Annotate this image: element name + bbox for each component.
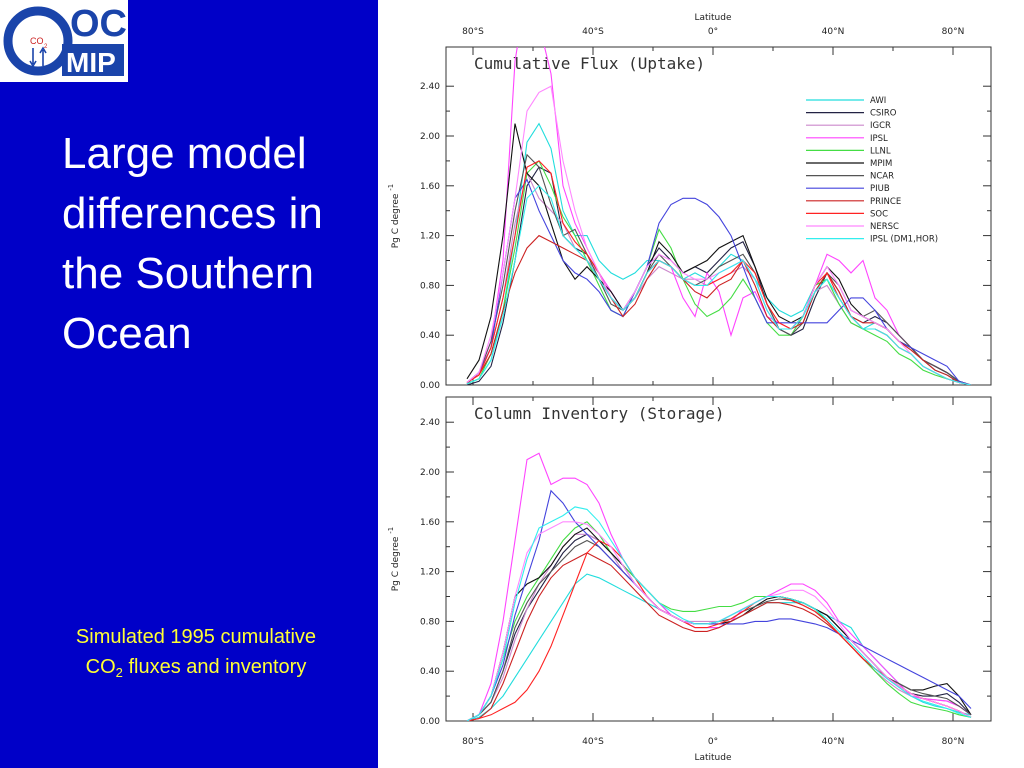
- y-tick-label: 0.00: [420, 717, 440, 727]
- y-axis-label: Pg C degree -1: [387, 184, 401, 249]
- x-tick-label-bottom: 40°S: [582, 737, 604, 747]
- chart-title: Cumulative Flux (Uptake): [474, 54, 705, 73]
- series-line-awi: [466, 122, 972, 385]
- y-tick-label: 0.80: [420, 617, 440, 627]
- y-tick-label: 2.40: [420, 82, 440, 92]
- headline-line-1: Large model: [62, 129, 307, 178]
- legend-label: IPSL (DM1,HOR): [870, 235, 938, 245]
- y-tick-label: 0.80: [420, 281, 440, 291]
- logo-big-letters: OC: [70, 3, 127, 45]
- logo-co2-sub: 2: [44, 44, 48, 50]
- y-tick-label: 0.40: [420, 331, 440, 341]
- y-tick-label: 1.60: [420, 182, 440, 192]
- caption-line-2-rest: fluxes and inventory: [122, 656, 307, 678]
- series-group: [466, 452, 972, 721]
- chart-area: 0.00 0.40 0.80 1.20 1.60 2.00 2.40 80°S 40°S 0° 40…: [378, 0, 1024, 768]
- chart-panel-2: 0.00 0.40 0.80 1.20 1.60 2.00 2.40 80°S 40°S 0° 40…: [387, 396, 992, 763]
- series-line-awi: [466, 573, 972, 721]
- x-tick-label-bottom: 0°: [708, 737, 718, 747]
- legend-label: CSIRO: [870, 109, 897, 119]
- charts-svg: 0.00 0.40 0.80 1.20 1.60 2.00 2.40 80°S 40°S 0° 40…: [387, 13, 992, 763]
- caption: Simulated 1995 cumulative CO2 fluxes and…: [20, 622, 372, 682]
- caption-line-1: Simulated 1995 cumulative: [75, 626, 317, 648]
- x-tick-label-top: 40°S: [582, 27, 604, 37]
- plot-frame: [445, 46, 992, 386]
- series-line-ipsl-dm1-hor-: [466, 506, 972, 721]
- x-tick-label-bottom: 40°N: [822, 737, 845, 747]
- y-axis-label-sup: -1: [387, 184, 395, 191]
- legend-label: LLNL: [870, 146, 891, 156]
- headline-line-4: Ocean: [62, 309, 192, 358]
- chart-panel-1: 0.00 0.40 0.80 1.20 1.60 2.00 2.40 80°S 40°S 0° 40…: [387, 13, 992, 391]
- logo-co2: CO: [30, 36, 44, 46]
- y-tick-label: 0.00: [420, 381, 440, 391]
- ocmip-logo: OC MIP CO 2: [0, 0, 128, 82]
- x-tick-label-bottom: 80°N: [942, 737, 965, 747]
- caption-co2: CO: [85, 656, 116, 678]
- series-line-ipsl: [466, 47, 972, 385]
- legend-label: PRINCE: [870, 197, 901, 207]
- x-axis-label-bottom: Latitude: [694, 753, 732, 763]
- series-line-llnl: [466, 159, 972, 385]
- y-tick-label: 2.00: [420, 132, 440, 142]
- x-axis-label-top: Latitude: [694, 13, 732, 23]
- series-line-ipsl: [466, 452, 972, 721]
- series-line-mpim: [466, 527, 972, 721]
- ocmip-logo-graphic: OC MIP CO 2: [3, 3, 127, 78]
- y-axis-label-sup: -1: [387, 527, 395, 534]
- legend-label: NCAR: [870, 172, 894, 182]
- x-tick-label-top: 0°: [708, 27, 718, 37]
- x-tick-label-bottom: 80°S: [462, 737, 484, 747]
- legend-label: NERSC: [870, 222, 899, 232]
- plot-frame: [445, 396, 992, 722]
- caption-line-2: CO2 fluxes and inventory: [20, 652, 372, 682]
- legend-label: IGCR: [870, 121, 891, 131]
- headline: Large model differences in the Southern …: [62, 124, 372, 364]
- x-tick-label-top: 80°S: [462, 27, 484, 37]
- series-line-ncar: [466, 539, 972, 721]
- series-line-ipsl-dm1-hor-: [466, 185, 972, 385]
- series-line-llnl: [466, 521, 972, 721]
- y-tick-label: 1.60: [420, 518, 440, 528]
- logo-sub-letters: MIP: [66, 47, 116, 78]
- y-tick-label: 1.20: [420, 568, 440, 578]
- legend-label: IPSL: [870, 134, 888, 144]
- caption-co2-sub: 2: [115, 665, 123, 680]
- chart-title: Column Inventory (Storage): [474, 404, 724, 423]
- legend-label: MPIM: [870, 159, 892, 169]
- y-tick-label: 2.40: [420, 418, 440, 428]
- x-tick-label-top: 80°N: [942, 27, 965, 37]
- x-tick-label-top: 40°N: [822, 27, 845, 37]
- left-panel: OC MIP CO 2 Large model differences in t…: [0, 0, 378, 768]
- y-tick-label: 0.40: [420, 667, 440, 677]
- y-axis-label: Pg C degree -1: [387, 527, 401, 592]
- series-line-piub: [466, 178, 972, 385]
- legend-label: AWI: [870, 96, 886, 106]
- series-line-soc: [466, 539, 972, 721]
- series-line-piub: [466, 489, 972, 721]
- y-tick-label: 1.20: [420, 232, 440, 242]
- legend-label: SOC: [870, 209, 888, 219]
- y-tick-label: 2.00: [420, 468, 440, 478]
- headline-line-2: differences in: [62, 189, 323, 238]
- legend-label: PIUB: [870, 184, 890, 194]
- series-line-mpim: [466, 123, 972, 385]
- series-line-ncar: [466, 153, 972, 385]
- headline-line-3: the Southern: [62, 249, 314, 298]
- series-group: [466, 47, 972, 385]
